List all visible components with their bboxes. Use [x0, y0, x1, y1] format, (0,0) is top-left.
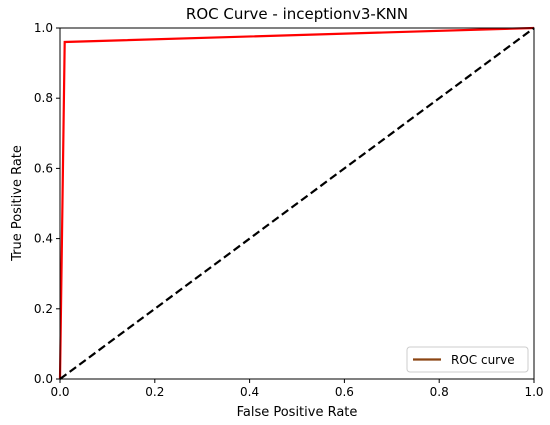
chart-title: ROC Curve - inceptionv3-KNN [186, 5, 408, 23]
y-axis-ticks: 0.0 0.2 0.4 0.6 0.8 1.0 [34, 21, 60, 386]
legend-label-roc-curve: ROC curve [451, 353, 515, 367]
x-tick-label: 0.4 [240, 385, 259, 399]
x-tick-label: 1.0 [524, 385, 543, 399]
y-axis-label: True Positive Rate [10, 145, 25, 262]
y-tick-label: 1.0 [34, 21, 53, 35]
x-tick-label: 0.2 [145, 385, 164, 399]
y-tick-label: 0.4 [34, 232, 53, 246]
y-tick-label: 0.8 [34, 91, 53, 105]
x-axis-label: False Positive Rate [237, 405, 358, 420]
series-line-roc-curve [58, 26, 535, 380]
x-tick-label: 0.0 [50, 385, 69, 399]
x-tick-label: 0.6 [335, 385, 354, 399]
y-tick-label: 0.6 [34, 161, 53, 175]
legend: ROC curve [406, 346, 529, 373]
series-line-reference-diagonal [59, 27, 535, 380]
axes-frame [59, 27, 535, 380]
plot-area [58, 26, 535, 380]
y-tick-label: 0.0 [34, 372, 53, 386]
y-tick-label: 0.2 [34, 302, 53, 316]
x-tick-label: 0.8 [430, 385, 449, 399]
legend-box [406, 346, 529, 373]
x-axis-ticks: 0.0 0.2 0.4 0.6 0.8 1.0 [50, 379, 544, 399]
